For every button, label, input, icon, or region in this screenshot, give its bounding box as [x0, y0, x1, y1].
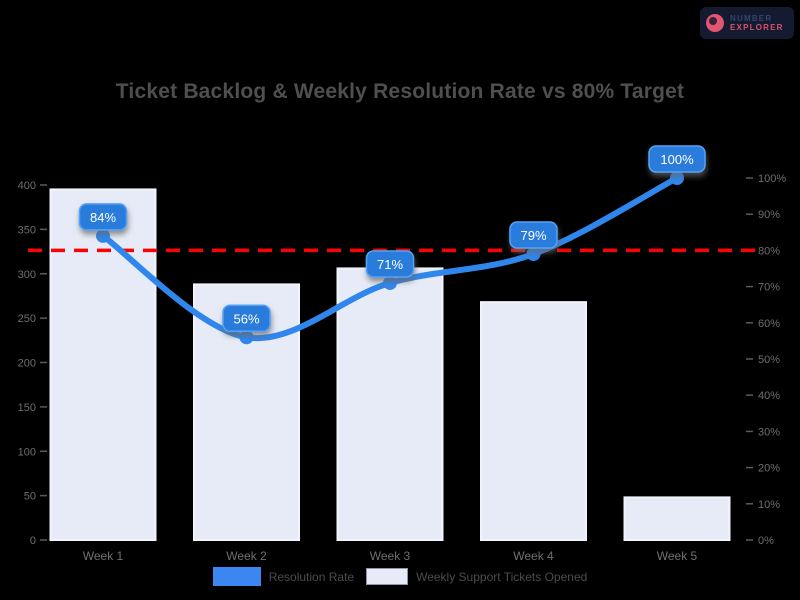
data-point [96, 228, 110, 243]
right-axis-tick-label: 50% [758, 354, 780, 366]
data-point [670, 171, 684, 185]
x-axis-label: Week 3 [370, 549, 411, 563]
data-point [383, 275, 397, 290]
left-axis-tick-label: 200 [18, 358, 36, 370]
x-axis-label: Week 1 [83, 549, 124, 563]
right-axis-tick-label: 60% [758, 318, 780, 330]
right-axis-tick-label: 0% [758, 535, 774, 547]
x-axis-label: Week 5 [657, 549, 698, 563]
right-axis-tick-label: 70% [758, 282, 780, 294]
point-label-box [222, 304, 271, 333]
logo: NUMBER EXPLORER [700, 7, 794, 39]
left-axis-tick-label: 350 [18, 224, 36, 236]
bar [336, 267, 444, 541]
data-point [239, 330, 254, 345]
point-label-text: 84% [90, 210, 116, 225]
right-axis-tick-label: 30% [758, 426, 780, 438]
left-axis-tick-label: 300 [18, 269, 36, 281]
legend-item: Resolution Rate [212, 567, 355, 586]
data-point [526, 247, 541, 262]
left-axis-tick-label: 50 [24, 491, 36, 503]
left-axis-tick-label: 100 [18, 446, 36, 458]
legend-item: Weekly Support Tickets Opened [366, 568, 587, 585]
point-label-box [365, 250, 415, 278]
point-label-text: 71% [377, 257, 403, 272]
bar [480, 301, 587, 541]
right-axis-tick-label: 20% [758, 463, 780, 475]
point-label-text: 100% [660, 152, 694, 167]
legend: Resolution Rate Weekly Support Tickets Op… [0, 567, 800, 586]
right-axis-tick-label: 40% [758, 390, 780, 402]
left-axis-tick-label: 250 [18, 313, 36, 325]
legend-swatch-line [212, 567, 261, 586]
point-label-text: 79% [520, 228, 546, 243]
logo-text-primary: NUMBER [730, 13, 773, 23]
bar [623, 496, 731, 541]
bar [49, 188, 157, 541]
legend-label: Resolution Rate [268, 569, 355, 584]
point-label-box [648, 145, 706, 173]
x-axis-label: Week 4 [513, 549, 554, 563]
point-label-text: 56% [233, 311, 259, 326]
point-label-box [78, 203, 128, 231]
right-axis-tick-label: 80% [758, 245, 780, 257]
right-axis-tick-label: 10% [758, 499, 780, 511]
logo-icon [706, 14, 724, 32]
left-axis-tick-label: 400 [18, 180, 36, 192]
right-axis-tick-label: 90% [758, 209, 780, 221]
legend-swatch-bar [366, 568, 409, 585]
legend-label: Weekly Support Tickets Opened [416, 569, 588, 584]
logo-text-secondary: EXPLORER [730, 23, 784, 32]
x-axis-label: Week 2 [226, 549, 267, 563]
right-axis-tick-label: 100% [758, 173, 786, 185]
left-axis-tick-label: 0 [30, 535, 36, 547]
point-label-box [509, 221, 558, 249]
chart-title: Ticket Backlog & Weekly Resolution Rate … [115, 80, 685, 103]
left-axis-tick-label: 150 [18, 402, 36, 414]
